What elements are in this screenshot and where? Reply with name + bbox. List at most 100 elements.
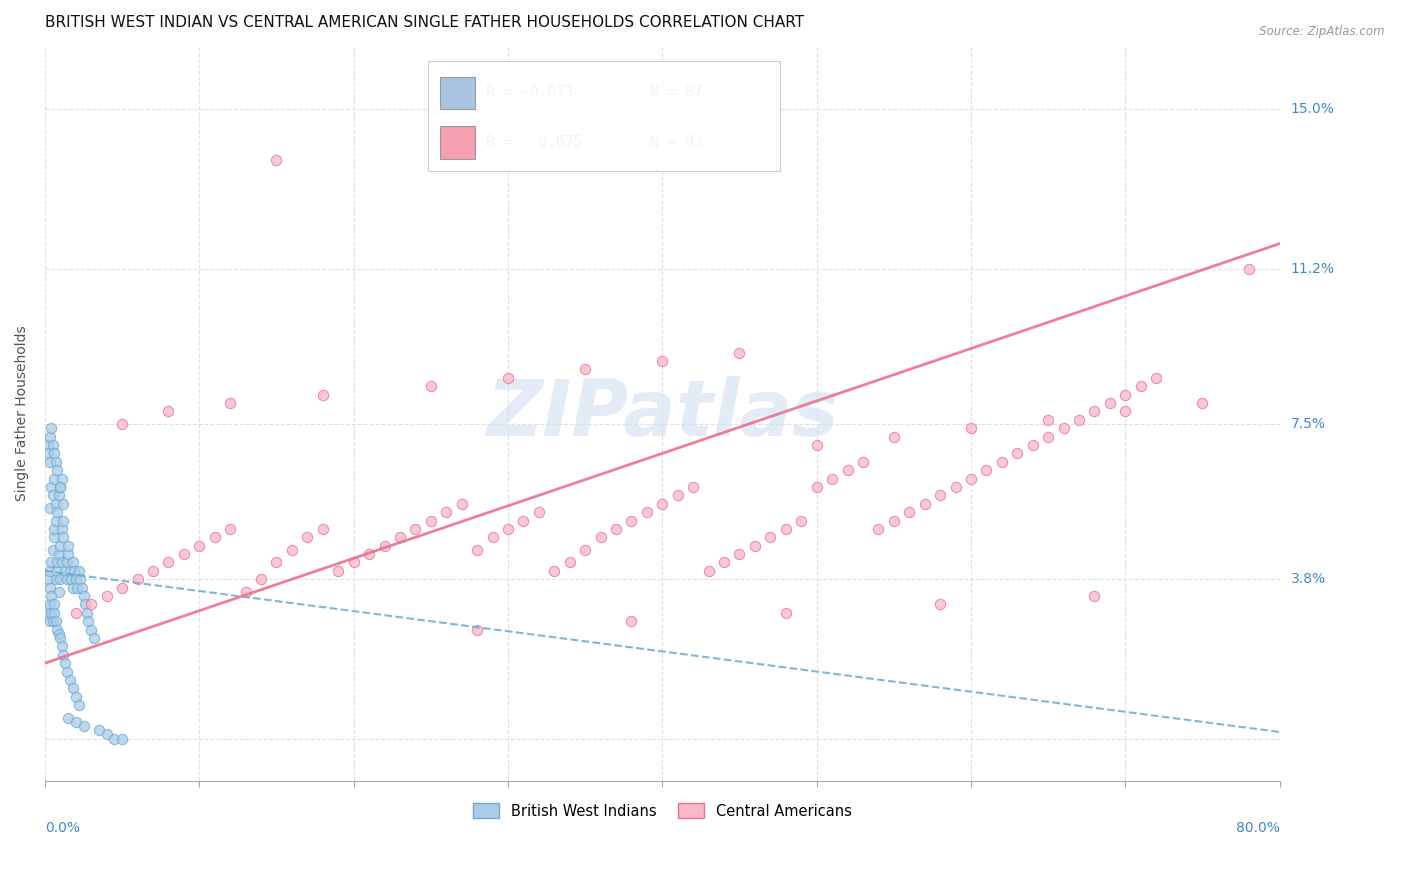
Bar [440, 77, 475, 109]
Point [49, 572, 72, 586]
Point [404, 522, 426, 536]
Point [38, 614, 60, 628]
Point [419, 514, 441, 528]
Point [465, 542, 488, 557]
Point [188, 539, 211, 553]
Point [976, 463, 998, 477]
Point [574, 362, 596, 376]
Point [39, 589, 62, 603]
Point [434, 505, 457, 519]
Point [51, 556, 73, 570]
Point [157, 556, 180, 570]
Point [46, 556, 69, 570]
Point [37, 446, 59, 460]
Point [49, 631, 72, 645]
Point [72, 589, 94, 603]
Point [450, 497, 472, 511]
Point [297, 530, 319, 544]
Point [45, 455, 67, 469]
Point [67, 564, 90, 578]
Point [1052, 421, 1074, 435]
Legend: British West Indians, Central Americans: British West Indians, Central Americans [467, 797, 858, 825]
Point [39, 421, 62, 435]
Point [53, 564, 76, 578]
Point [65, 714, 87, 729]
Point [651, 497, 673, 511]
Point [775, 522, 797, 536]
Point [636, 505, 658, 519]
Point [39, 556, 62, 570]
Point [328, 564, 350, 578]
Text: 7.5%: 7.5% [1291, 417, 1326, 431]
Point [87, 723, 110, 738]
Point [1114, 387, 1136, 401]
Point [373, 539, 395, 553]
Point [589, 530, 612, 544]
Point [67, 698, 90, 712]
Point [45, 514, 67, 528]
Point [66, 581, 89, 595]
Point [55, 665, 77, 679]
Text: N = 93: N = 93 [650, 135, 703, 150]
Point [48, 547, 70, 561]
Point [44, 598, 66, 612]
Point [37, 572, 59, 586]
Point [837, 463, 859, 477]
Point [56, 711, 79, 725]
Point [250, 572, 273, 586]
Point [1191, 396, 1213, 410]
Point [38, 598, 60, 612]
Point [53, 656, 76, 670]
Point [266, 153, 288, 167]
Point [55, 556, 77, 570]
Text: BRITISH WEST INDIAN VS CENTRAL AMERICAN SINGLE FATHER HOUSEHOLDS CORRELATION CHA: BRITISH WEST INDIAN VS CENTRAL AMERICAN … [45, 15, 804, 30]
Point [883, 514, 905, 528]
Point [49, 480, 72, 494]
Point [103, 731, 125, 746]
Point [312, 522, 335, 536]
Point [111, 581, 134, 595]
Point [46, 505, 69, 519]
Point [868, 522, 890, 536]
Point [1144, 371, 1167, 385]
Point [465, 623, 488, 637]
Point [72, 719, 94, 733]
Point [52, 648, 75, 662]
Point [728, 345, 751, 359]
Text: 80.0%: 80.0% [1236, 821, 1279, 835]
Point [1098, 396, 1121, 410]
Point [929, 598, 952, 612]
Point [713, 556, 735, 570]
Point [48, 488, 70, 502]
Text: R =   0.675: R = 0.675 [485, 135, 582, 150]
Point [512, 514, 534, 528]
Point [111, 417, 134, 431]
Point [281, 542, 304, 557]
Point [45, 497, 67, 511]
Point [38, 564, 60, 578]
Text: R = -0.073: R = -0.073 [485, 86, 574, 100]
Point [1237, 261, 1260, 276]
Text: 0.0%: 0.0% [45, 821, 80, 835]
Point [49, 480, 72, 494]
Point [56, 547, 79, 561]
Bar [440, 127, 475, 159]
Point [46, 564, 69, 578]
Y-axis label: Single Father Households: Single Father Households [15, 326, 30, 501]
Point [574, 542, 596, 557]
Point [666, 488, 689, 502]
Point [51, 472, 73, 486]
Text: 15.0%: 15.0% [1291, 103, 1334, 116]
Point [806, 480, 828, 494]
Point [388, 530, 411, 544]
Text: 11.2%: 11.2% [1291, 261, 1334, 276]
Point [59, 564, 82, 578]
Point [41, 614, 63, 628]
Point [62, 681, 84, 696]
Point [960, 472, 983, 486]
Point [620, 614, 643, 628]
Point [65, 606, 87, 620]
Point [235, 584, 257, 599]
Point [51, 640, 73, 654]
Point [44, 522, 66, 536]
